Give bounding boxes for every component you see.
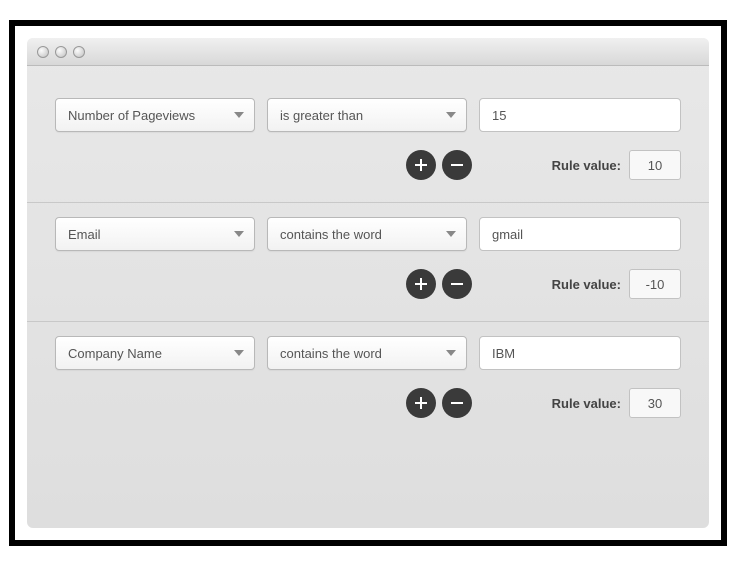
minus-icon	[449, 395, 465, 411]
outer-frame: Number of Pageviews is greater than	[9, 20, 727, 546]
rule-value-input[interactable]	[629, 269, 681, 299]
field-select-value: Email	[68, 227, 101, 242]
operator-select[interactable]: contains the word	[267, 217, 467, 251]
rule-actions-row: Rule value:	[55, 388, 681, 418]
minimize-traffic-light[interactable]	[55, 46, 67, 58]
app-window: Number of Pageviews is greater than	[27, 38, 709, 528]
rule-actions-row: Rule value:	[55, 269, 681, 299]
add-remove-group	[406, 388, 472, 418]
chevron-down-icon	[446, 231, 456, 237]
field-select[interactable]: Number of Pageviews	[55, 98, 255, 132]
plus-icon	[413, 395, 429, 411]
field-select-value: Company Name	[68, 346, 162, 361]
operator-select-value: is greater than	[280, 108, 363, 123]
remove-rule-button[interactable]	[442, 388, 472, 418]
rule-actions-row: Rule value:	[55, 150, 681, 180]
zoom-traffic-light[interactable]	[73, 46, 85, 58]
remove-rule-button[interactable]	[442, 150, 472, 180]
rule-block: Number of Pageviews is greater than	[27, 84, 709, 202]
add-rule-button[interactable]	[406, 388, 436, 418]
chevron-down-icon	[234, 112, 244, 118]
add-remove-group	[406, 269, 472, 299]
rules-list: Number of Pageviews is greater than	[27, 66, 709, 440]
rule-block: Company Name contains the word	[27, 321, 709, 440]
operator-select-value: contains the word	[280, 227, 382, 242]
plus-icon	[413, 157, 429, 173]
minus-icon	[449, 157, 465, 173]
chevron-down-icon	[446, 350, 456, 356]
window-titlebar	[27, 38, 709, 66]
operator-select[interactable]: is greater than	[267, 98, 467, 132]
rule-condition-row: Number of Pageviews is greater than	[55, 98, 681, 132]
rule-value-label: Rule value:	[552, 158, 621, 173]
rule-condition-row: Email contains the word	[55, 217, 681, 251]
rule-block: Email contains the word	[27, 202, 709, 321]
rule-value-group: Rule value:	[552, 269, 681, 299]
add-rule-button[interactable]	[406, 150, 436, 180]
rule-condition-row: Company Name contains the word	[55, 336, 681, 370]
field-select-value: Number of Pageviews	[68, 108, 195, 123]
value-input[interactable]	[479, 98, 681, 132]
rule-value-group: Rule value:	[552, 388, 681, 418]
chevron-down-icon	[446, 112, 456, 118]
add-rule-button[interactable]	[406, 269, 436, 299]
remove-rule-button[interactable]	[442, 269, 472, 299]
field-select[interactable]: Email	[55, 217, 255, 251]
minus-icon	[449, 276, 465, 292]
value-input[interactable]	[479, 217, 681, 251]
chevron-down-icon	[234, 231, 244, 237]
close-traffic-light[interactable]	[37, 46, 49, 58]
chevron-down-icon	[234, 350, 244, 356]
operator-select-value: contains the word	[280, 346, 382, 361]
operator-select[interactable]: contains the word	[267, 336, 467, 370]
rule-value-input[interactable]	[629, 388, 681, 418]
rule-value-group: Rule value:	[552, 150, 681, 180]
plus-icon	[413, 276, 429, 292]
rule-value-label: Rule value:	[552, 396, 621, 411]
rule-value-input[interactable]	[629, 150, 681, 180]
value-input[interactable]	[479, 336, 681, 370]
rule-value-label: Rule value:	[552, 277, 621, 292]
field-select[interactable]: Company Name	[55, 336, 255, 370]
add-remove-group	[406, 150, 472, 180]
